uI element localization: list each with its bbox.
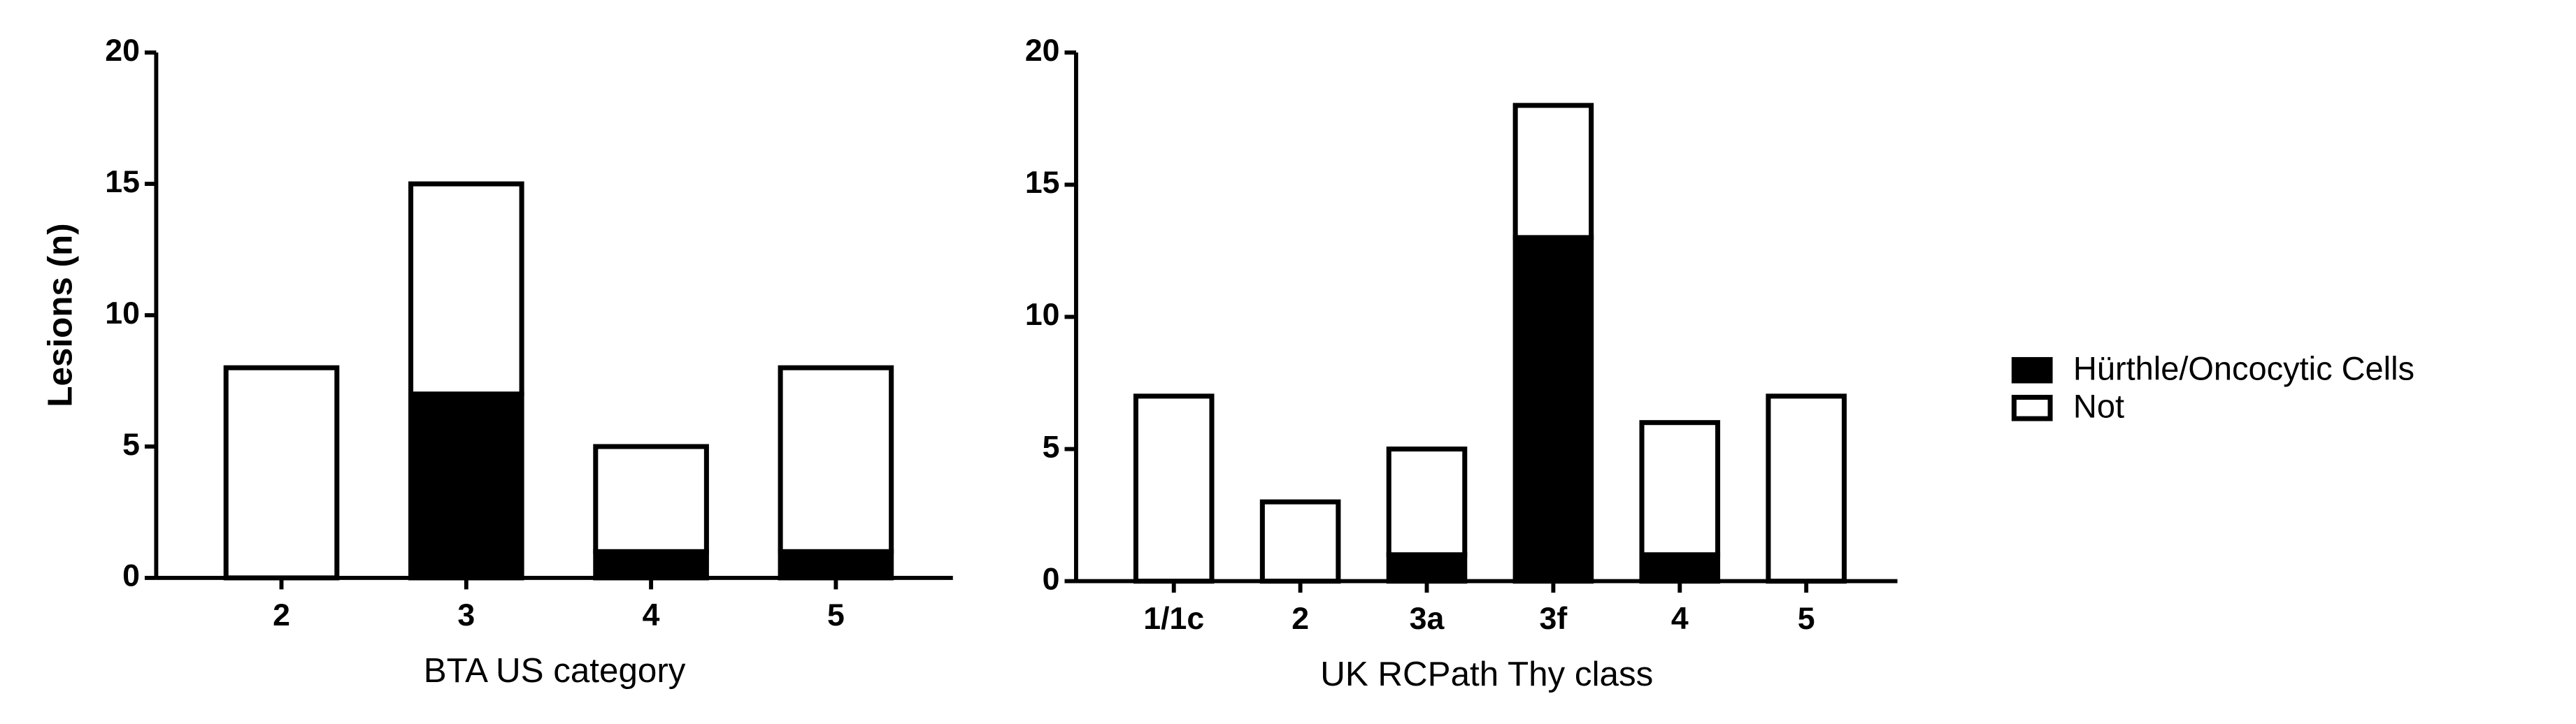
- y-axis-label: Lesions (n): [41, 224, 80, 407]
- bar-segment: [593, 549, 709, 581]
- x-tick-label: 4: [643, 598, 660, 632]
- y-tick-label: 10: [105, 296, 140, 331]
- bar-segment: [778, 365, 894, 554]
- y-tick-label: 15: [105, 165, 140, 199]
- bar-segment: [1386, 552, 1468, 584]
- bar-segment: [1639, 552, 1721, 584]
- legend-swatch: [2011, 356, 2053, 384]
- bar-segment: [593, 444, 709, 554]
- bar-segment: [1512, 235, 1594, 584]
- x-tick-label: 3: [457, 598, 475, 632]
- bar-segment: [1386, 446, 1468, 558]
- x-tick-label: 3a: [1410, 602, 1445, 636]
- y-tick-label: 10: [1025, 298, 1060, 332]
- x-tick-label: 4: [1671, 602, 1689, 636]
- bar-segment: [778, 549, 894, 581]
- x-tick-label: 5: [827, 598, 845, 632]
- x-axis-label: UK RCPath Thy class: [1320, 655, 1653, 693]
- y-tick-label: 20: [1025, 34, 1060, 68]
- x-tick-label: 2: [1291, 602, 1309, 636]
- y-tick-label: 15: [1025, 166, 1060, 200]
- bar-segment: [1512, 103, 1594, 240]
- bar-segment: [1766, 393, 1847, 584]
- y-tick-label: 0: [1043, 562, 1060, 596]
- y-tick-label: 20: [105, 34, 140, 68]
- legend-swatch: [2011, 394, 2053, 421]
- bar-segment: [1259, 499, 1341, 584]
- x-tick-label: 5: [1798, 602, 1815, 636]
- bar-segment: [408, 391, 524, 581]
- legend-label: Not: [2073, 387, 2124, 424]
- x-tick-label: 2: [273, 598, 290, 632]
- y-tick-label: 5: [122, 428, 140, 462]
- x-axis-label: BTA US category: [424, 651, 686, 690]
- legend-label: Hürthle/Oncocytic Cells: [2073, 349, 2414, 386]
- bar-segment: [1133, 393, 1215, 584]
- x-tick-label: 3f: [1540, 602, 1568, 636]
- y-tick-label: 5: [1043, 430, 1060, 464]
- bar-segment: [408, 181, 524, 397]
- bar-segment: [1639, 420, 1721, 558]
- bar-segment: [223, 365, 340, 581]
- y-tick-label: 0: [122, 559, 140, 593]
- x-tick-label: 1/1c: [1143, 602, 1204, 636]
